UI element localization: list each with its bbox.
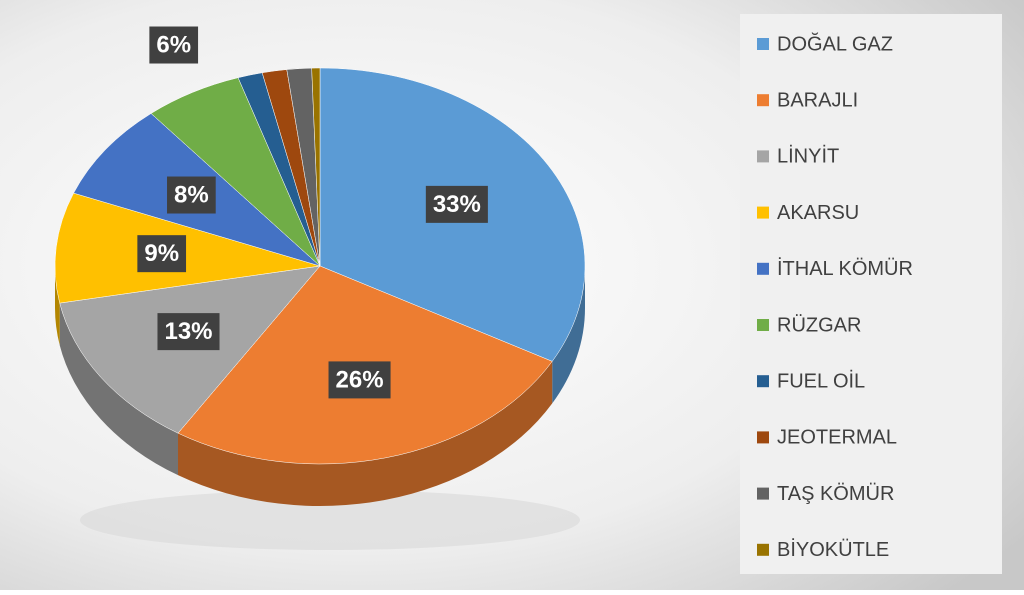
legend-label: BİYOKÜTLE — [777, 538, 889, 561]
label-text: 9% — [144, 240, 179, 267]
legend-label: RÜZGAR — [777, 314, 861, 336]
shadow — [80, 490, 580, 550]
label-box — [149, 26, 199, 64]
label-text: 33% — [433, 191, 481, 218]
label-box — [328, 361, 391, 399]
legend-label: TAŞ KÖMÜR — [777, 483, 894, 505]
legend-swatch — [757, 262, 769, 275]
label-box — [157, 313, 220, 351]
data-label: 33% — [425, 185, 488, 223]
data-label: 6% — [149, 26, 199, 64]
legend-box — [740, 14, 1002, 574]
legend-swatch — [757, 487, 769, 500]
legend-label: AKARSU — [777, 202, 859, 224]
legend-label: İTHAL KÖMÜR — [777, 257, 913, 280]
legend-swatch — [757, 94, 769, 107]
label-text: 13% — [164, 318, 212, 345]
label-text: 6% — [156, 32, 191, 59]
label-text: 26% — [336, 366, 384, 393]
legend-swatch — [757, 319, 769, 331]
data-label: 26% — [328, 361, 391, 399]
legend-swatch — [757, 206, 769, 219]
legend: DOĞAL GAZ BARAJLI LİNYİT AKARSU İTHAL KÖMÜR R… — [757, 32, 913, 561]
slice-side — [178, 361, 553, 506]
label-box — [167, 176, 216, 214]
legend-label: DOĞAL GAZ — [777, 32, 893, 55]
pie-tops — [54, 67, 586, 465]
legend-swatch — [757, 375, 769, 388]
legend-label: JEOTERMAL — [777, 427, 897, 449]
legend-swatch — [757, 431, 769, 444]
legend-label: FUEL OİL — [777, 369, 865, 392]
legend-label: LİNYİT — [777, 145, 839, 168]
slice-side — [59, 303, 179, 476]
data-labels: 33% 26% 13% 9% 8% 6% — [137, 26, 488, 399]
legend-label: BARAJLI — [777, 89, 858, 111]
slice — [54, 192, 321, 304]
legend-swatch — [757, 38, 769, 50]
data-label: 9% — [137, 235, 187, 273]
legend-swatch — [757, 150, 769, 163]
label-box — [137, 235, 187, 273]
legend-swatch — [757, 543, 769, 556]
label-box — [425, 185, 488, 223]
data-label: 13% — [157, 313, 220, 351]
data-label: 8% — [167, 176, 216, 214]
slice — [311, 67, 321, 267]
label-text: 8% — [174, 182, 209, 209]
